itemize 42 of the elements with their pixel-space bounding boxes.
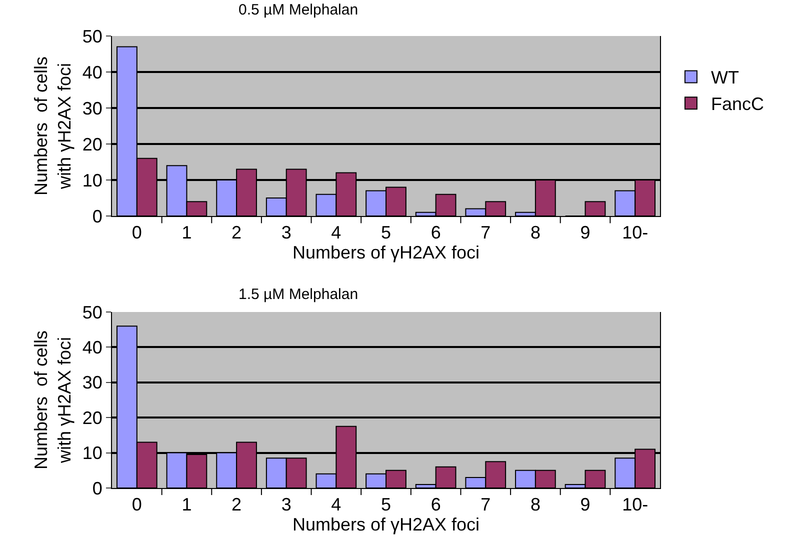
- y-tick-label: 30: [82, 372, 102, 393]
- x-tick-label: 10-: [622, 222, 648, 243]
- x-axis-title: Numbers of γH2AX foci: [292, 242, 480, 263]
- x-tick-label: 8: [530, 494, 540, 515]
- x-tick-label: 3: [281, 494, 292, 515]
- y-tick-label: 20: [82, 408, 102, 428]
- legend-label: FancC: [710, 94, 764, 114]
- x-tick-label: 2: [232, 222, 242, 243]
- y-tick-label: 40: [82, 62, 102, 82]
- y-tick-label: 50: [82, 302, 102, 322]
- y-tick-label: 30: [82, 98, 102, 118]
- x-tick-label: 0: [132, 222, 142, 243]
- x-tick-label: 1: [182, 494, 192, 515]
- y-tick-label: 40: [82, 338, 102, 358]
- y-tick-label: 0: [92, 478, 102, 498]
- y-tick-label: 10: [82, 443, 102, 464]
- x-tick-label: 5: [380, 494, 392, 515]
- x-tick-label: 3: [281, 222, 292, 243]
- x-tick-label: 7: [480, 494, 491, 515]
- x-tick-label: 1: [182, 222, 192, 243]
- x-tick-label: 6: [430, 222, 441, 243]
- x-tick-label: 10-: [622, 494, 648, 515]
- x-tick-label: 4: [331, 222, 342, 243]
- x-tick-label: 5: [380, 222, 392, 243]
- y-axis-title: Numbers of cells with γH2AX foci: [31, 56, 75, 196]
- chart-title: 0.5 µM Melphalan: [238, 2, 358, 19]
- x-tick-label: 4: [331, 494, 342, 515]
- x-tick-label: 8: [530, 222, 540, 243]
- x-axis-title: Numbers of γH2AX foci: [292, 514, 480, 535]
- x-tick-label: 7: [480, 222, 491, 243]
- legend-label: WT: [710, 68, 739, 88]
- y-tick-label: 0: [92, 206, 102, 226]
- y-tick-label: 10: [82, 170, 102, 190]
- y-tick-label: 50: [82, 26, 102, 46]
- x-tick-label: 6: [430, 494, 441, 515]
- x-tick-label: 9: [580, 222, 590, 243]
- x-tick-label: 0: [132, 494, 142, 515]
- y-tick-label: 20: [82, 134, 102, 154]
- y-axis-title: Numbers of cells with γH2AX foci: [31, 330, 75, 470]
- chart-title: 1.5 µM Melphalan: [238, 286, 358, 303]
- x-tick-label: 9: [580, 494, 590, 515]
- x-tick-label: 2: [232, 494, 242, 515]
